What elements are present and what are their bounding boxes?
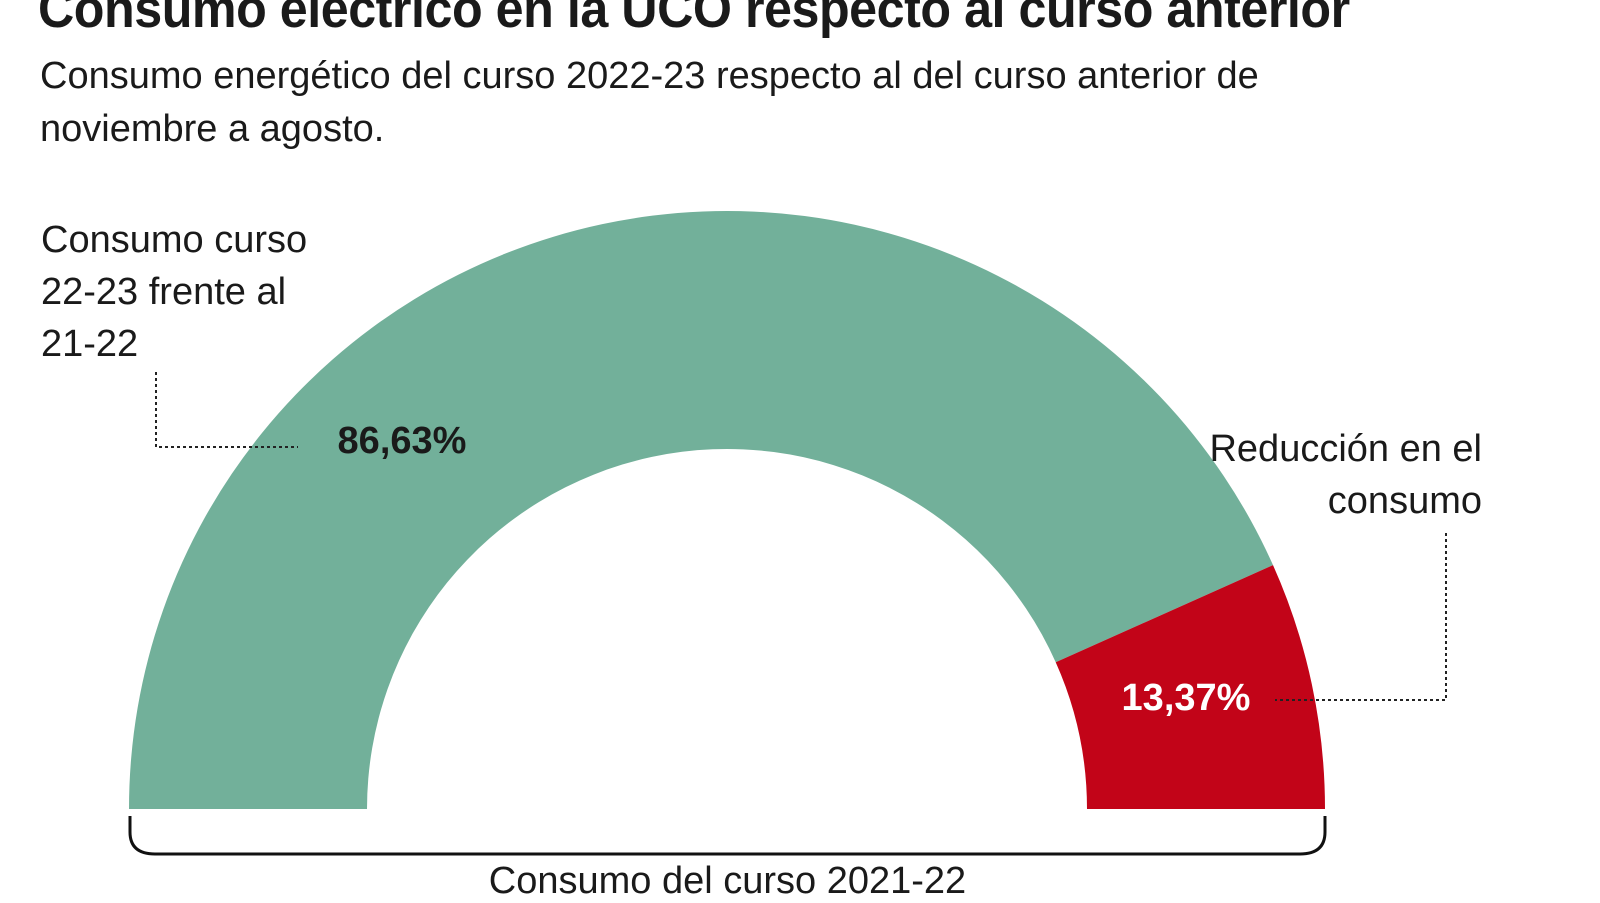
leader-line-reduction xyxy=(1275,533,1447,701)
chart-subtitle: Consumo energético del curso 2022-23 res… xyxy=(40,55,1259,150)
chart-title: Consumo eléctrico en la UCO respecto al … xyxy=(38,0,1350,39)
legend-label-reduction: Reducción en el consumo xyxy=(1209,428,1482,522)
value-label-reduction: 13,37% xyxy=(1122,677,1251,719)
legend-label-current: Consumo curso 22-23 frente al 21-22 xyxy=(41,219,308,365)
leader-line-current xyxy=(155,372,298,448)
slice-current xyxy=(129,211,1274,809)
total-bracket xyxy=(128,816,1327,856)
value-label-current: 86,63% xyxy=(338,420,467,462)
slice-reduction xyxy=(1055,565,1325,809)
total-label: Consumo del curso 2021-22 xyxy=(488,860,967,902)
